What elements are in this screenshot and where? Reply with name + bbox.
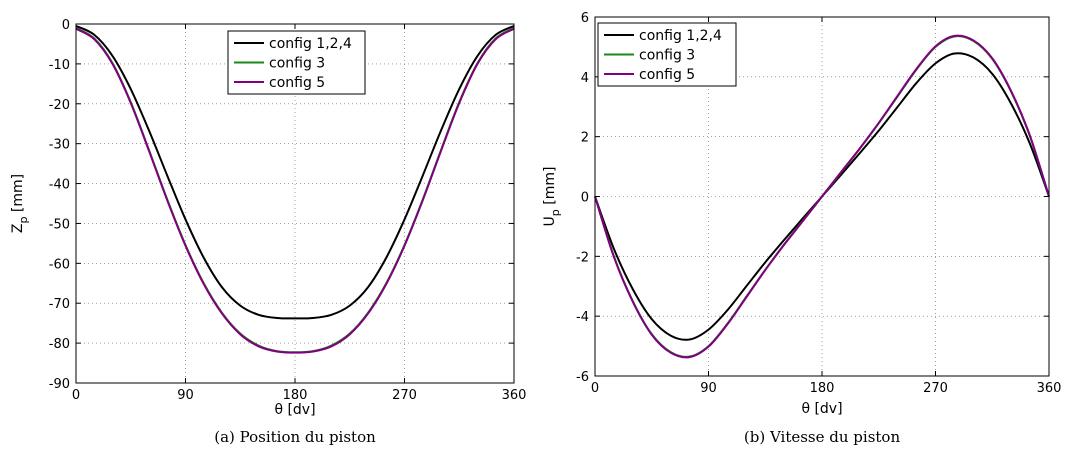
x-tick-label: 360	[502, 388, 527, 403]
y-axis-label: Up [mm]	[542, 167, 562, 227]
x-axis-label: θ [dv]	[801, 401, 842, 417]
x-tick-label: 270	[392, 388, 417, 403]
x-tick-label: 90	[700, 381, 717, 396]
y-tick-label: -70	[49, 297, 70, 312]
y-axis-label-sub: p	[549, 209, 562, 216]
grid	[76, 24, 514, 383]
legend: config 1,2,4 config 3 config 5	[597, 22, 737, 87]
x-tick-label: 270	[923, 381, 948, 396]
legend-entry: config 3	[269, 56, 325, 72]
x-tick-label: 180	[283, 388, 308, 403]
y-axis-label: Zp [mm]	[10, 174, 30, 233]
legend-entry: config 5	[639, 67, 695, 83]
x-axis-label: θ [dv]	[274, 402, 315, 418]
y-axis-label-unit: [mm]	[10, 174, 26, 217]
x-tick-label: 0	[591, 381, 599, 396]
y-axis-label-main: U	[542, 216, 558, 226]
chart-caption: (a) Position du piston	[214, 428, 376, 446]
y-axis-label-main: Z	[10, 224, 26, 234]
x-tick-label: 90	[177, 388, 194, 403]
y-tick-label: -10	[49, 58, 70, 73]
legend-entry: config 1,2,4	[639, 28, 722, 44]
x-tick-label: 0	[72, 388, 80, 403]
legend-entry: config 1,2,4	[269, 36, 352, 52]
y-tick-label: -20	[49, 98, 70, 113]
y-tick-label: -50	[49, 217, 70, 232]
y-axis-label-sub: p	[17, 217, 30, 224]
series-line-config-5	[594, 34, 1050, 359]
series-line-config-5	[75, 27, 515, 354]
y-tick-label: -60	[49, 257, 70, 272]
y-tick-label: 4	[581, 71, 589, 86]
y-tick-label: -30	[49, 138, 70, 153]
legend-entry: config 5	[269, 75, 325, 91]
y-tick-label: -6	[576, 370, 589, 385]
series-line-config-1-2-4	[75, 25, 515, 320]
y-tick-label: 6	[581, 11, 589, 26]
x-tick-label: 180	[810, 381, 835, 396]
chart-panel-a: 0 90 180 270 360 0 -10 -20 -30 -40 -50 -60 -70 -80 -90…	[10, 18, 526, 446]
y-axis-label-unit: [mm]	[542, 167, 558, 210]
y-tick-label: 2	[581, 131, 589, 146]
y-tick-label: -4	[576, 310, 589, 325]
y-tick-label: -40	[49, 178, 70, 193]
x-tick-label: 360	[1037, 381, 1062, 396]
y-tick-label: -90	[49, 377, 70, 392]
y-tick-label: -2	[576, 250, 589, 265]
y-tick-label: -80	[49, 337, 70, 352]
legend: config 1,2,4 config 3 config 5	[227, 30, 366, 95]
y-tick-label: 0	[62, 18, 70, 33]
y-tick-label: 0	[581, 191, 589, 206]
chart-caption: (b) Vitesse du piston	[744, 428, 901, 446]
legend-entry: config 3	[639, 48, 695, 64]
chart-panel-b: 0 90 180 270 360 6 4 2 0 -2 -4 -6 θ [dv] Up [mm] confi…	[542, 11, 1061, 446]
